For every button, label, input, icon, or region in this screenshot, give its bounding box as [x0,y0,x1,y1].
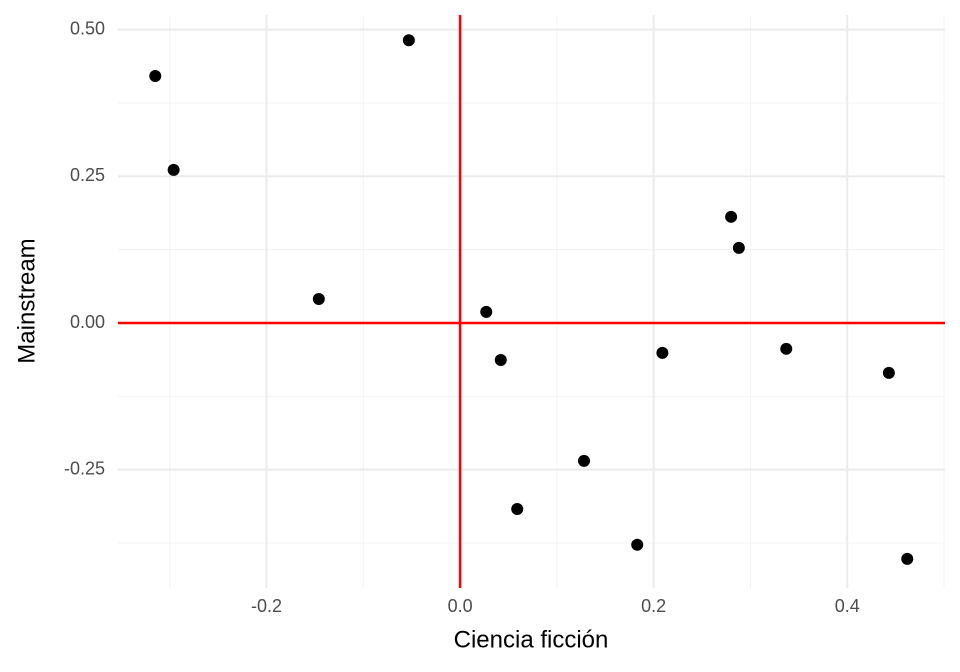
point [882,366,895,379]
point [494,353,507,366]
y-axis-label: Mainstream [13,238,40,363]
point [480,305,493,318]
point [631,538,644,551]
x-tick-label: 0.2 [641,596,666,616]
y-tick-label: 0.25 [70,165,105,185]
x-axis-label: Ciencia ficción [454,626,609,653]
point [725,210,738,223]
point [167,163,180,176]
y-tick-label: 0.00 [70,312,105,332]
point [578,454,591,467]
y-tick-label: 0.50 [70,18,105,38]
point [901,552,914,565]
point [511,502,524,515]
y-tick-label: -0.25 [64,458,105,478]
point [402,34,415,47]
point [312,292,325,305]
point [780,342,793,355]
x-tick-label: 0.0 [448,596,473,616]
x-tick-label: -0.2 [251,596,282,616]
point [149,70,162,83]
x-tick-label: 0.4 [835,596,860,616]
point [656,346,669,359]
point [732,241,745,254]
